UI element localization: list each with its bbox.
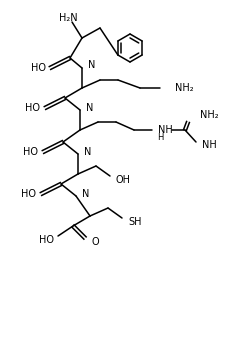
Text: NH: NH <box>158 125 173 135</box>
Text: NH₂: NH₂ <box>200 110 219 120</box>
Text: HO: HO <box>38 235 54 245</box>
Text: OH: OH <box>116 175 131 185</box>
Text: O: O <box>91 237 99 247</box>
Text: SH: SH <box>128 217 142 227</box>
Text: N: N <box>84 147 91 157</box>
Text: HO: HO <box>24 147 38 157</box>
Text: HO: HO <box>25 103 41 113</box>
Text: N: N <box>82 189 89 199</box>
Text: N: N <box>86 103 93 113</box>
Text: N: N <box>88 60 95 70</box>
Text: NH: NH <box>202 140 217 150</box>
Text: H: H <box>157 134 163 142</box>
Text: HO: HO <box>22 189 36 199</box>
Text: HO: HO <box>30 63 46 73</box>
Text: H₂N: H₂N <box>59 13 77 23</box>
Text: NH₂: NH₂ <box>175 83 194 93</box>
